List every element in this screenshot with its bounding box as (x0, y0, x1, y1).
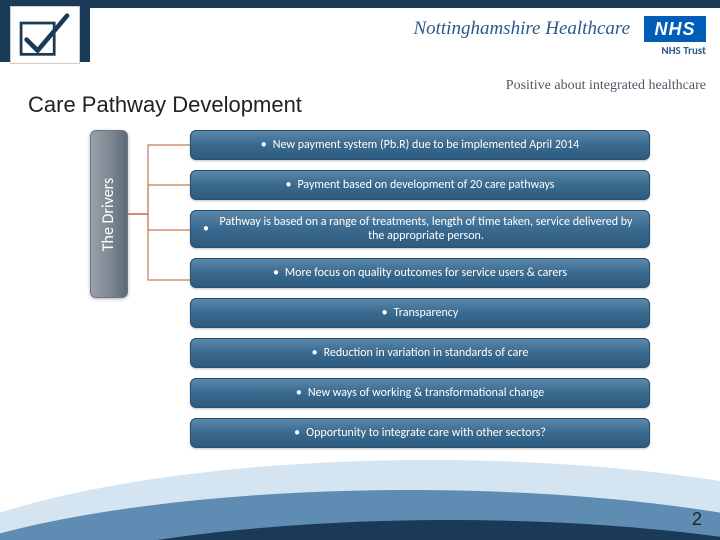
header: Nottinghamshire Healthcare NHS NHS Trust (0, 0, 720, 70)
items-column: • New payment system (Pb.R) due to be imp… (190, 130, 650, 458)
diagram-item-text: More focus on quality outcomes for servi… (285, 266, 567, 280)
diagram-item-text: Reduction in variation in standards of c… (324, 346, 529, 360)
diagram-item: • Pathway is based on a range of treatmen… (190, 210, 650, 248)
bullet-icon: • (261, 138, 267, 152)
bullet-icon: • (294, 426, 300, 440)
diagram-item: • Payment based on development of 20 care… (190, 170, 650, 200)
bullet-icon: • (382, 306, 388, 320)
checkmark-icon (17, 12, 73, 58)
diagram-item: • More focus on quality outcomes for serv… (190, 258, 650, 288)
checkmark-logo (10, 6, 80, 64)
slide: Nottinghamshire Healthcare NHS NHS Trust… (0, 0, 720, 540)
diagram-item: • Reduction in variation in standards of … (190, 338, 650, 368)
diagram-item-text: New payment system (Pb.R) due to be impl… (273, 138, 579, 152)
tagline: Positive about integrated healthcare (506, 78, 706, 94)
nhs-badge: NHS (644, 16, 706, 42)
diagram-item-text: Payment based on development of 20 care … (297, 178, 554, 192)
drivers-label: The Drivers (100, 177, 119, 250)
drivers-bar: The Drivers (90, 130, 128, 298)
diagram-item-text: Opportunity to integrate care with other… (306, 426, 546, 440)
org-name: Nottinghamshire Healthcare (413, 18, 630, 40)
diagram-item: • New payment system (Pb.R) due to be imp… (190, 130, 650, 160)
diagram-item-text: New ways of working & transformational c… (308, 386, 544, 400)
nhs-trust-label: NHS Trust (661, 44, 706, 57)
diagram-item: • New ways of working & transformational … (190, 378, 650, 408)
bullet-icon: • (273, 266, 279, 280)
diagram-item: • Opportunity to integrate care with othe… (190, 418, 650, 448)
footer-swoosh (0, 460, 720, 540)
page-number: 2 (692, 509, 702, 530)
slide-title: Care Pathway Development (28, 92, 302, 118)
bullet-icon: • (312, 346, 318, 360)
bullet-icon: • (296, 386, 302, 400)
bullet-icon: • (203, 222, 209, 236)
diagram-item-text: Transparency (394, 306, 459, 320)
diagram-item-text: Pathway is based on a range of treatment… (215, 215, 637, 243)
diagram: The Drivers • New payment system (Pb.R) d… (90, 130, 650, 460)
connectors (128, 130, 190, 298)
diagram-item: • Transparency (190, 298, 650, 328)
bullet-icon: • (286, 178, 292, 192)
